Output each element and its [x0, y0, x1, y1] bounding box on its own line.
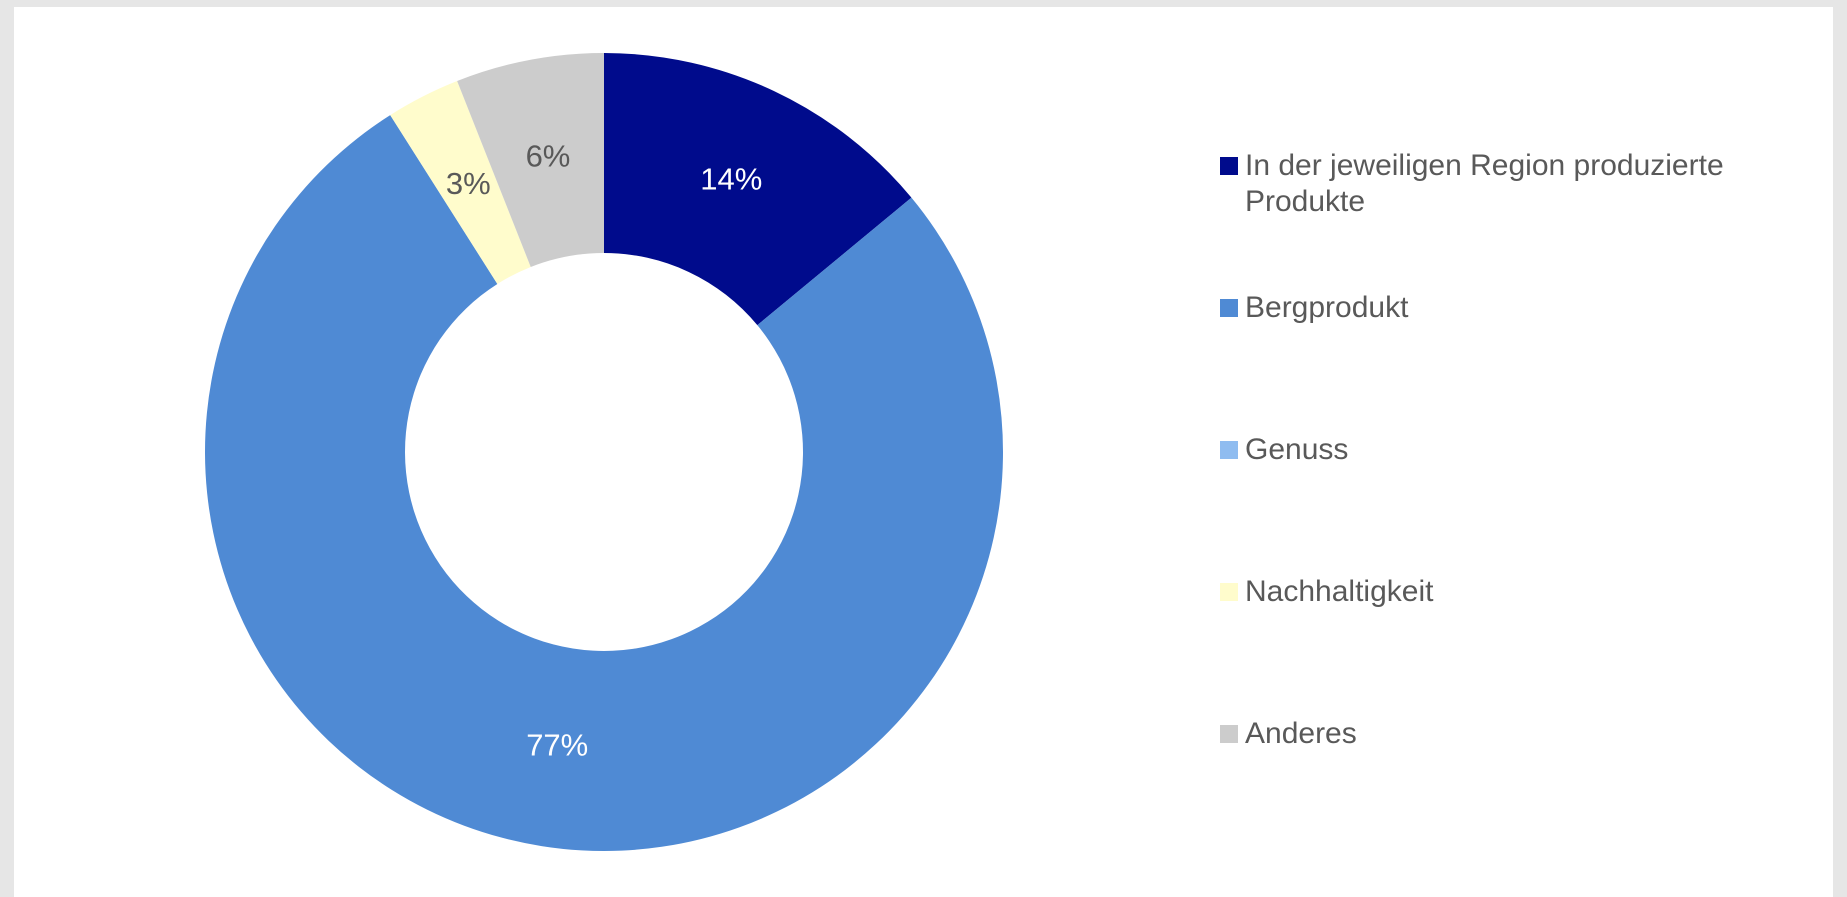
data-label: 14% — [700, 162, 762, 197]
donut-slice — [457, 53, 604, 267]
data-label: 77% — [526, 728, 588, 763]
legend-item: Genuss — [1220, 432, 1810, 468]
data-label: 6% — [526, 138, 571, 173]
legend-label: Genuss — [1245, 433, 1349, 466]
legend-label: Bergprodukt — [1245, 291, 1409, 324]
legend-label: Anderes — [1245, 717, 1357, 750]
legend-item: Nachhaltigkeit — [1220, 574, 1810, 610]
donut-slice — [604, 53, 912, 326]
data-label: 3% — [446, 166, 491, 201]
donut-slice — [390, 81, 531, 284]
legend-swatch — [1220, 157, 1238, 175]
legend-item: Anderes — [1220, 716, 1810, 752]
legend-swatch — [1220, 441, 1238, 459]
legend-swatch — [1220, 583, 1238, 601]
legend-label: Nachhaltigkeit — [1245, 575, 1434, 608]
legend-swatch — [1220, 725, 1238, 743]
donut-slice — [204, 115, 1003, 852]
legend-item: In der jeweiligen Region produzierte Pro… — [1220, 148, 1810, 220]
legend-item: Bergprodukt — [1220, 290, 1810, 326]
legend-label: In der jeweiligen Region produzierte Pro… — [1245, 149, 1724, 218]
legend-swatch — [1220, 299, 1238, 317]
